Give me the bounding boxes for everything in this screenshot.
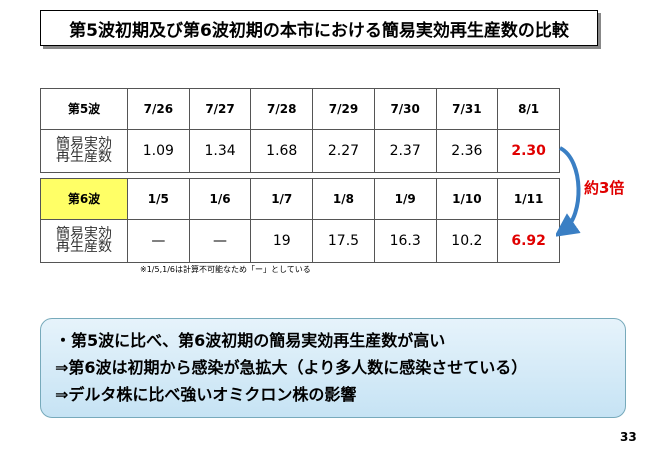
value-cell: 2.36 (435, 129, 499, 173)
wave-cell: 第5波 (40, 88, 128, 130)
date-cell: 1/8 (312, 178, 375, 220)
date-cell: 7/30 (373, 88, 437, 130)
date-cell: 7/27 (188, 88, 252, 130)
row-label: 簡易実効 再生産数 (40, 129, 128, 173)
summary-box: ・第5波に比べ、第6波初期の簡易実効再生産数が高い ⇒第6波は初期から感染が急拡大… (40, 318, 626, 418)
value-cell: 1.68 (250, 129, 314, 173)
note: ※1/5,1/6は計算不可能なため「ー」としている (140, 265, 311, 274)
value-cell: 17.5 (312, 219, 375, 263)
slide-title: 第5波初期及び第6波初期の本市における簡易実効再生産数の比較 (40, 10, 598, 46)
header-row: 第6波 1/5 1/6 1/7 1/8 1/9 1/10 1/11 (40, 178, 560, 220)
data-table: 第5波 7/26 7/27 7/28 7/29 7/30 7/31 8/1 簡易実効 再生産数 1.… (40, 88, 560, 173)
date-cell: 1/7 (250, 178, 314, 220)
date-cell: 7/29 (312, 88, 375, 130)
header-row: 第5波 7/26 7/27 7/28 7/29 7/30 7/31 8/1 (40, 88, 560, 130)
date-cell: 8/1 (497, 88, 560, 130)
value-cell: — (188, 219, 252, 263)
date-cell: 1/9 (373, 178, 437, 220)
value-cell: 16.3 (373, 219, 437, 263)
value-cell: 19 (250, 219, 314, 263)
summary-line: ・第5波に比べ、第6波初期の簡易実効再生産数が高い (55, 331, 446, 350)
date-cell: 1/11 (497, 178, 560, 220)
row-label-line: 簡易実効 (56, 226, 112, 242)
date-cell: 1/10 (435, 178, 499, 220)
row-label-line: 再生産数 (56, 149, 112, 165)
value-cell: 2.27 (312, 129, 375, 173)
date-cell: 7/28 (250, 88, 314, 130)
value-cell: 1.09 (127, 129, 190, 173)
value-cell: 1.34 (188, 129, 252, 173)
wave-cell: 第6波 (40, 178, 128, 220)
row-label: 簡易実効 再生産数 (40, 219, 128, 263)
row-label-line: 簡易実効 (56, 136, 112, 152)
page-number: 33 (620, 430, 637, 444)
value-cell: 2.37 (373, 129, 437, 173)
arrow (556, 146, 581, 237)
date-cell: 7/31 (435, 88, 499, 130)
value-row: 簡易実効 再生産数 — —19 17.5 16.3 10.2 6.92 (40, 219, 560, 263)
value-row: 簡易実効 再生産数 1.09 1.34 1.68 2.27 2.37 2.36 2.30 (40, 129, 560, 173)
date-cell: 1/5 (127, 178, 190, 220)
row-label-line: 再生産数 (56, 239, 112, 255)
value-cell: 10.2 (435, 219, 499, 263)
data-table: 第6波 1/5 1/6 1/7 1/8 1/9 1/10 1/11 簡易実効 再生産数 — —19 17… (40, 178, 560, 263)
date-cell: 7/26 (127, 88, 190, 130)
ratio-label: 約3倍 (584, 179, 625, 197)
summary-line: ⇒第6波は初期から感染が急拡大（より多人数に感染させている） (55, 358, 528, 377)
value-cell: 2.30 (497, 129, 560, 173)
date-cell: 1/6 (188, 178, 252, 220)
summary-line: ⇒デルタ株に比べ強いオミクロン株の影響 (55, 385, 357, 404)
value-cell: 6.92 (497, 219, 560, 263)
value-cell: — (127, 219, 190, 263)
